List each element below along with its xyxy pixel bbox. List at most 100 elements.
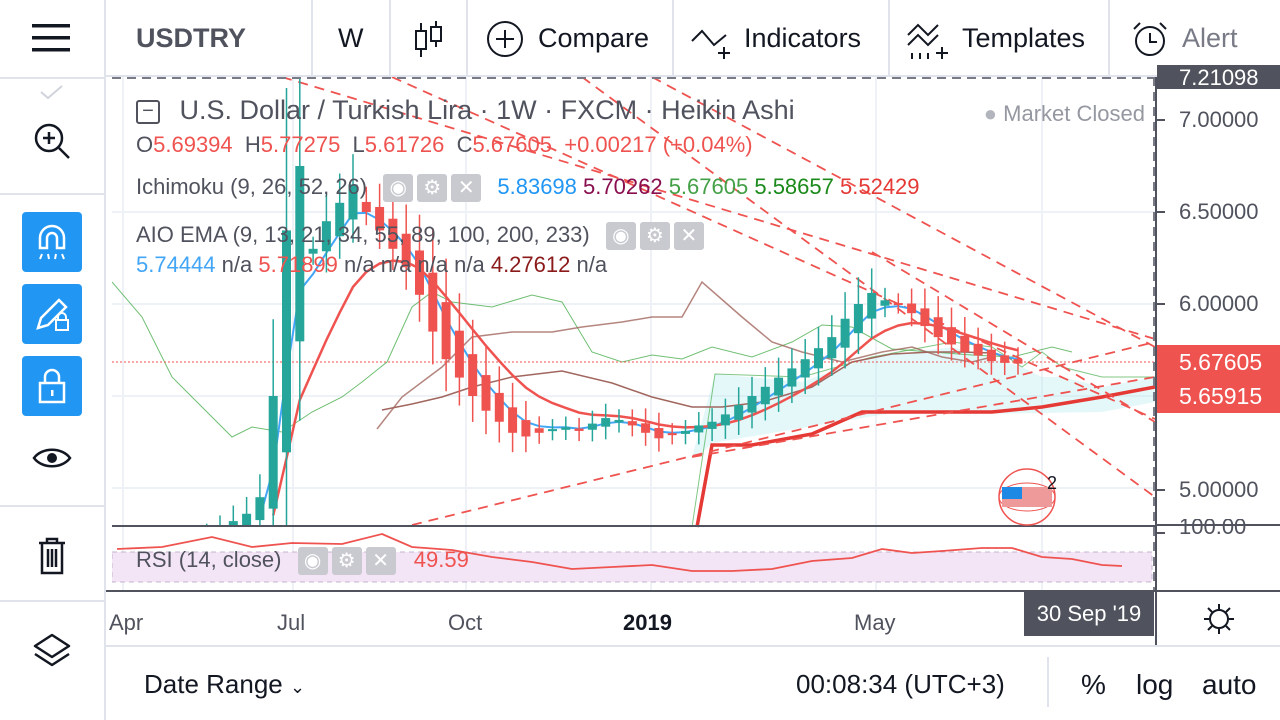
candle-body <box>494 392 504 422</box>
candle-body <box>960 335 970 352</box>
candle-body <box>627 421 637 426</box>
low-value: 5.61726 <box>364 132 445 157</box>
events-flag <box>998 468 1056 526</box>
menu-icon[interactable] <box>22 8 82 68</box>
indicators-icon <box>691 29 730 59</box>
market-status: ● Market Closed <box>983 101 1145 126</box>
eye-icon[interactable] <box>22 428 82 488</box>
ichimoku-v5: 5.52429 <box>840 174 920 199</box>
remove-x-icon[interactable]: ✕ <box>451 174 482 203</box>
time-axis[interactable]: Apr Jul Oct 2019 May 30 Sep '19 <box>106 590 1155 645</box>
indicators-button[interactable]: Indicators <box>690 0 861 77</box>
eye-toggle-icon[interactable]: ◉ <box>297 547 328 576</box>
candle-body <box>1013 359 1023 364</box>
settings-gear-icon[interactable]: ⚙ <box>417 174 448 203</box>
candle-body <box>641 423 651 433</box>
c-label: C <box>456 132 473 157</box>
price-axis[interactable]: 7.21098 7.00000 6.50000 6.00000 5.00000 … <box>1155 65 1280 590</box>
last-price-label: 5.67605 <box>1157 345 1280 379</box>
candle-body <box>747 396 757 413</box>
compare-button[interactable]: Compare <box>486 0 649 77</box>
candle-body <box>561 427 571 430</box>
candle-body <box>707 421 717 429</box>
eye-toggle-icon[interactable]: ◉ <box>383 174 414 203</box>
chart-type-button[interactable] <box>414 0 444 77</box>
auto-scale-toggle[interactable]: auto <box>1202 669 1257 700</box>
ichimoku-lagging-span <box>112 281 1073 438</box>
time-label: Jul <box>277 610 306 635</box>
chart-settings-button[interactable] <box>1155 590 1280 645</box>
candle-body <box>481 375 491 411</box>
left-sidebar <box>0 0 106 720</box>
ema-name: AIO EMA (9, 13, 21, 34, 55, 89, 100, 200… <box>136 222 590 247</box>
candle-body <box>587 423 597 430</box>
candle-body <box>933 317 943 338</box>
alarm-clock-icon <box>1133 21 1167 56</box>
templates-label: Templates <box>962 23 1086 53</box>
events-count[interactable]: 2 <box>1047 473 1058 493</box>
candle-body <box>853 304 863 334</box>
symbol-button[interactable]: USDTRY <box>136 23 247 53</box>
candles <box>205 77 1023 526</box>
log-scale-toggle[interactable]: log <box>1136 669 1174 700</box>
ema-9-line <box>258 211 1019 519</box>
bottom-bar: Date Range ⌄ 00:08:34 (UTC+3) % log auto <box>106 645 1280 720</box>
settings-gear-icon[interactable]: ⚙ <box>639 222 670 251</box>
rsi-legend: RSI (14, close) ◉ ⚙ ✕ 49.59 <box>136 547 469 576</box>
rsi-tick: 100.00 <box>1179 519 1247 539</box>
clock-timezone[interactable]: 00:08:34 (UTC+3) <box>796 669 1005 699</box>
magnet-button[interactable] <box>22 212 82 272</box>
templates-button[interactable]: Templates <box>906 0 1085 77</box>
remove-x-icon[interactable]: ✕ <box>365 547 396 576</box>
kijun-thick-line <box>695 385 1155 528</box>
cursor-date-label: 30 Sep '19 <box>1024 592 1154 636</box>
trash-icon[interactable] <box>22 526 82 586</box>
high-value: 5.77275 <box>260 132 341 157</box>
ichimoku-base-line <box>381 351 1013 411</box>
candle-body <box>827 337 837 359</box>
percent-scale-toggle[interactable]: % <box>1081 669 1106 700</box>
chart-pane[interactable]: − U.S. Dollar / Turkish Lira · 1W · FXCM… <box>112 77 1155 590</box>
ema-v6: n/a <box>576 252 608 277</box>
candle-body <box>375 206 385 231</box>
crosshair-price-label: 7.21098 <box>1157 65 1280 89</box>
candle-body <box>800 359 810 378</box>
candle-body <box>986 349 996 362</box>
eye-toggle-icon[interactable]: ◉ <box>605 222 636 251</box>
market-status-label: Market Closed <box>1003 101 1145 126</box>
rsi-value: 49.59 <box>413 547 469 572</box>
ichimoku-v3: 5.67605 <box>668 174 749 199</box>
interval-button[interactable]: W <box>338 23 364 53</box>
l-label: L <box>352 132 365 157</box>
layers-icon[interactable] <box>22 622 82 682</box>
candle-body <box>907 303 917 314</box>
drawing-lock-button[interactable] <box>22 284 82 344</box>
price-tick: 6.00000 <box>1179 291 1259 316</box>
candle-body <box>614 419 624 423</box>
plus-circle-icon <box>487 20 523 57</box>
rsi-band <box>112 551 1153 583</box>
price-tick: 6.50000 <box>1179 199 1259 224</box>
candle-body <box>268 396 278 509</box>
date-range-button[interactable]: Date Range ⌄ <box>144 669 305 700</box>
ema-v3: 5.71899 <box>258 252 338 277</box>
candle-body <box>335 202 345 237</box>
ema-v5: 4.27612 <box>490 252 571 277</box>
time-label: May <box>854 610 896 635</box>
zoom-in-icon[interactable] <box>22 111 82 171</box>
collapse-legend-button[interactable]: − <box>136 99 160 124</box>
compare-label: Compare <box>538 23 650 53</box>
candle-body <box>681 430 690 434</box>
candle-body <box>694 425 704 433</box>
lock-button[interactable] <box>22 356 82 416</box>
alert-button[interactable]: Alert <box>1130 0 1238 77</box>
candle-body <box>774 377 784 396</box>
remove-x-icon[interactable]: ✕ <box>673 222 704 251</box>
h-label: H <box>244 132 261 157</box>
settings-gear-icon[interactable]: ⚙ <box>331 547 362 576</box>
candle-body <box>720 414 730 426</box>
cursor-check-icon[interactable] <box>22 62 82 122</box>
candle-body <box>228 521 238 526</box>
candle-body <box>255 497 265 521</box>
rsi-line <box>116 533 1123 572</box>
